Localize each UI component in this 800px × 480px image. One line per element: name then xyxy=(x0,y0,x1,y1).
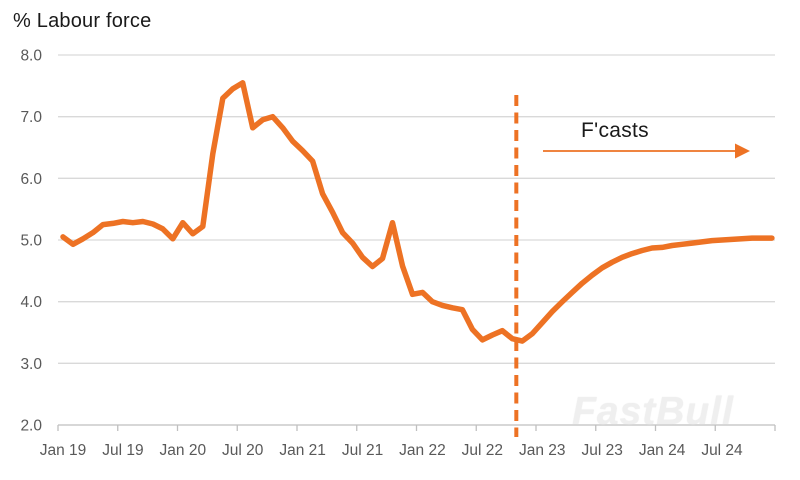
y-tick-label: 3.0 xyxy=(20,356,42,373)
x-tick-label: Jul 24 xyxy=(701,442,743,459)
x-tick-label: Jan 24 xyxy=(639,442,686,459)
x-tick-label: Jul 20 xyxy=(222,442,264,459)
x-tick-label: Jan 22 xyxy=(399,442,446,459)
y-tick-label: 7.0 xyxy=(20,109,42,126)
y-tick-label: 5.0 xyxy=(20,233,42,250)
x-tick-label: Jan 23 xyxy=(519,442,566,459)
x-tick-label: Jul 21 xyxy=(342,442,383,459)
y-tick-label: 8.0 xyxy=(20,48,42,65)
y-tick-label: 4.0 xyxy=(20,294,42,311)
x-tick-label: Jan 21 xyxy=(279,442,326,459)
y-tick-label: 2.0 xyxy=(20,418,42,435)
chart-title: % Labour force xyxy=(13,10,152,32)
y-tick-label: 6.0 xyxy=(20,171,42,188)
x-tick-label: Jul 22 xyxy=(462,442,503,459)
forecast-arrow-head xyxy=(735,143,750,159)
x-tick-label: Jan 19 xyxy=(40,442,87,459)
x-tick-label: Jul 23 xyxy=(582,442,623,459)
forecast-label: F'casts xyxy=(581,119,649,142)
series-line xyxy=(60,80,775,344)
x-tick-label: Jan 20 xyxy=(160,442,207,459)
x-tick-label: Jul 19 xyxy=(102,442,143,459)
